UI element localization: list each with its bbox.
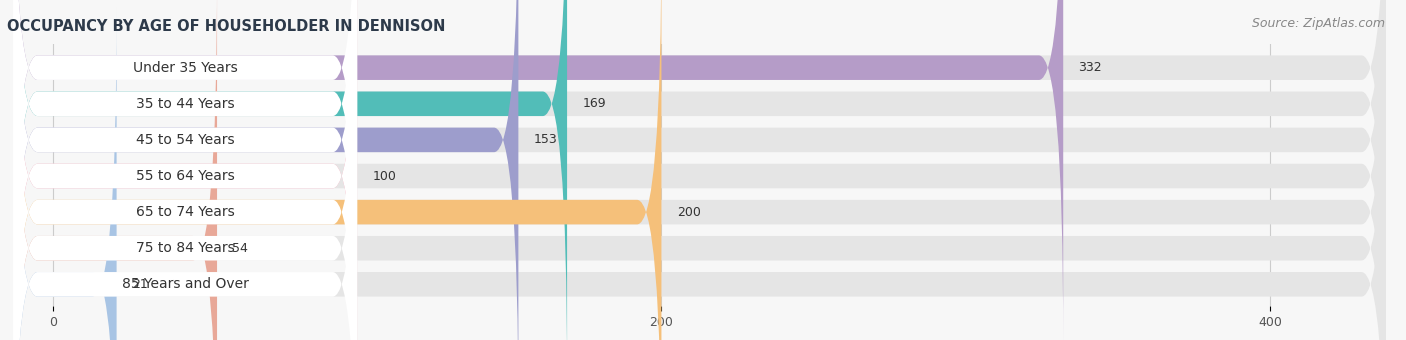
Text: OCCUPANCY BY AGE OF HOUSEHOLDER IN DENNISON: OCCUPANCY BY AGE OF HOUSEHOLDER IN DENNI… <box>7 19 446 34</box>
FancyBboxPatch shape <box>13 0 1386 340</box>
FancyBboxPatch shape <box>13 8 117 340</box>
FancyBboxPatch shape <box>13 0 357 340</box>
FancyBboxPatch shape <box>13 0 217 340</box>
FancyBboxPatch shape <box>13 0 661 340</box>
Text: 55 to 64 Years: 55 to 64 Years <box>136 169 235 183</box>
Text: 100: 100 <box>373 170 396 183</box>
FancyBboxPatch shape <box>13 0 357 340</box>
FancyBboxPatch shape <box>13 8 357 340</box>
FancyBboxPatch shape <box>13 0 1386 340</box>
FancyBboxPatch shape <box>13 0 1063 340</box>
Text: 21: 21 <box>132 278 148 291</box>
FancyBboxPatch shape <box>13 0 1386 340</box>
FancyBboxPatch shape <box>13 0 357 340</box>
Text: 35 to 44 Years: 35 to 44 Years <box>136 97 235 111</box>
Text: 75 to 84 Years: 75 to 84 Years <box>136 241 235 255</box>
FancyBboxPatch shape <box>13 8 1386 340</box>
Text: Source: ZipAtlas.com: Source: ZipAtlas.com <box>1251 17 1385 30</box>
Text: 200: 200 <box>676 206 700 219</box>
Text: 169: 169 <box>582 97 606 110</box>
FancyBboxPatch shape <box>13 0 567 340</box>
Text: 153: 153 <box>534 133 557 147</box>
FancyBboxPatch shape <box>13 0 1386 340</box>
Text: Under 35 Years: Under 35 Years <box>132 61 238 75</box>
Text: 54: 54 <box>232 242 247 255</box>
FancyBboxPatch shape <box>13 0 357 340</box>
FancyBboxPatch shape <box>13 0 519 340</box>
Text: 332: 332 <box>1078 61 1102 74</box>
FancyBboxPatch shape <box>13 0 1386 340</box>
FancyBboxPatch shape <box>13 0 357 340</box>
FancyBboxPatch shape <box>13 0 1386 340</box>
Text: 45 to 54 Years: 45 to 54 Years <box>136 133 235 147</box>
FancyBboxPatch shape <box>13 0 357 340</box>
Text: 65 to 74 Years: 65 to 74 Years <box>136 205 235 219</box>
Text: 85 Years and Over: 85 Years and Over <box>122 277 249 291</box>
FancyBboxPatch shape <box>13 0 357 340</box>
